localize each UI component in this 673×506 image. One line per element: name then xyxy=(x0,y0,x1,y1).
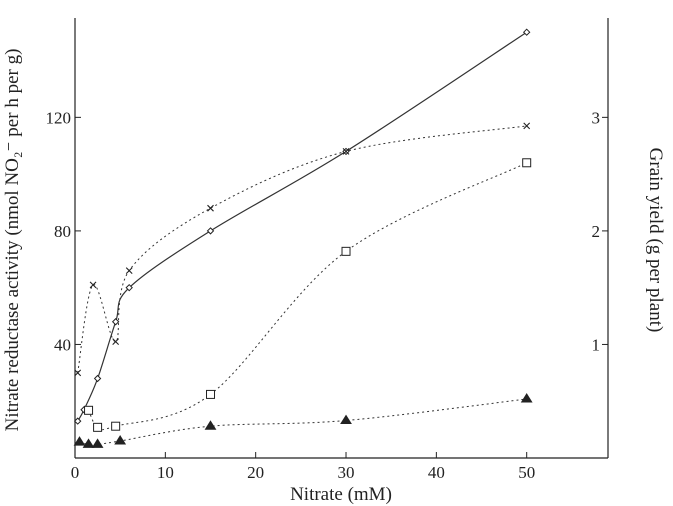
data-point-triangle xyxy=(114,435,127,445)
data-point-cross xyxy=(125,267,133,275)
data-point-square xyxy=(84,405,94,415)
x-axis-title: Nitrate (mM) xyxy=(290,484,392,505)
data-point-triangle xyxy=(73,436,86,446)
data-point-diamond xyxy=(522,28,531,36)
data-point-square xyxy=(341,246,351,256)
data-point-triangle xyxy=(520,393,533,403)
data-point-cross xyxy=(207,204,214,212)
series-line xyxy=(79,398,527,446)
series-line xyxy=(88,162,527,431)
data-point-cross xyxy=(342,148,350,155)
data-point-triangle xyxy=(82,438,95,448)
series-lines xyxy=(77,31,528,446)
data-point-square xyxy=(522,158,532,168)
data-point-square xyxy=(93,422,103,432)
y-tick-label: 40 xyxy=(54,335,71,354)
data-point-cross xyxy=(112,338,120,346)
series-markers xyxy=(73,28,533,448)
data-point-cross xyxy=(523,122,531,130)
y-tick-label: 120 xyxy=(46,108,72,127)
x-tick-label: 30 xyxy=(338,463,355,482)
y2-tick-label: 2 xyxy=(592,222,601,241)
data-point-cross xyxy=(89,281,97,289)
data-point-triangle xyxy=(204,420,217,430)
data-point-diamond xyxy=(125,283,133,292)
ticks: 0 10 20 30 40 50 40 80 120 1 2 3 xyxy=(46,108,608,482)
data-point-triangle xyxy=(91,438,104,448)
x-tick-label: 20 xyxy=(247,463,264,482)
data-point-triangle xyxy=(340,414,352,425)
data-point-diamond xyxy=(206,227,215,235)
data-point-square xyxy=(111,421,121,431)
x-tick-label: 10 xyxy=(157,463,174,482)
y-axis-title: Nitrate reductase activity (nmol NO₂⁻ pe… xyxy=(2,49,23,432)
series-line xyxy=(77,125,527,373)
y2-tick-label: 3 xyxy=(592,108,601,127)
x-tick-label: 40 xyxy=(428,463,445,482)
data-point-diamond xyxy=(74,417,82,425)
y-tick-label: 80 xyxy=(54,222,71,241)
data-point-diamond xyxy=(111,318,120,326)
data-point-diamond xyxy=(93,374,102,383)
data-point-square xyxy=(206,389,216,399)
data-point-cross xyxy=(74,369,82,377)
series-line xyxy=(77,31,528,422)
x-tick-label: 50 xyxy=(518,463,535,482)
x-tick-label: 0 xyxy=(71,463,80,482)
y2-axis-title: Grain yield (g per plant) xyxy=(645,148,666,333)
y2-tick-label: 1 xyxy=(592,335,601,354)
